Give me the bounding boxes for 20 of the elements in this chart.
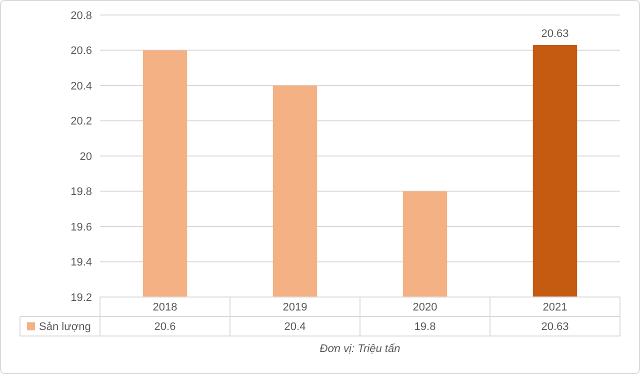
x-tick-label: 2019 (282, 302, 308, 314)
legend-label: Sản lượng (39, 321, 91, 334)
y-tick-label: 20.6 (70, 45, 92, 58)
y-tick-label: 20.8 (70, 10, 92, 22)
y-tick-label: 20.4 (70, 80, 92, 92)
data-label: 20.63 (541, 321, 569, 334)
text: Đơn vị: Triệu tấn (320, 343, 400, 355)
y-tick-label: 20.2 (70, 116, 92, 128)
annotation: 20.63 (541, 28, 569, 40)
data-label: 20.6 (154, 321, 176, 334)
data-label: 20.4 (284, 321, 306, 334)
x-tick-label: 2018 (152, 302, 178, 314)
y-tick-label: 20 (80, 150, 92, 163)
y-tick-label: 19.6 (70, 221, 92, 234)
y-tick-label: 19.2 (70, 292, 92, 304)
y-tick-label: 19.8 (70, 186, 92, 198)
x-tick-label: 2021 (542, 302, 568, 314)
y-tick-label: 19.4 (70, 256, 92, 269)
x-tick-label: 2020 (412, 302, 438, 314)
data-label: 19.8 (414, 321, 436, 334)
